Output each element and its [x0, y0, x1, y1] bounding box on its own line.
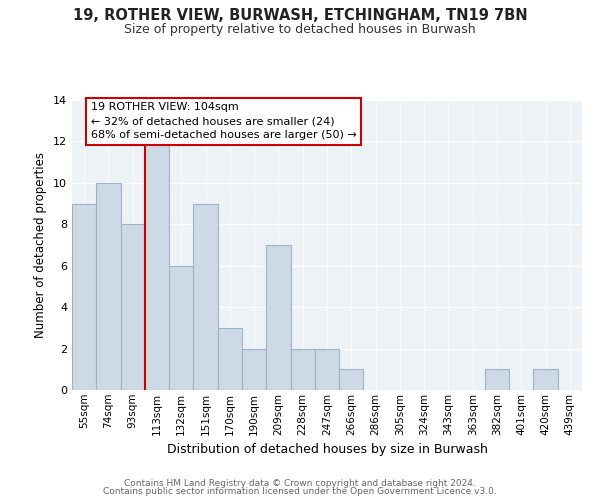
- Text: 19 ROTHER VIEW: 104sqm
← 32% of detached houses are smaller (24)
68% of semi-det: 19 ROTHER VIEW: 104sqm ← 32% of detached…: [91, 102, 356, 140]
- Bar: [96, 183, 121, 390]
- Bar: [266, 245, 290, 390]
- Bar: [218, 328, 242, 390]
- Bar: [315, 348, 339, 390]
- Bar: [145, 142, 169, 390]
- Text: Size of property relative to detached houses in Burwash: Size of property relative to detached ho…: [124, 22, 476, 36]
- Bar: [193, 204, 218, 390]
- Bar: [290, 348, 315, 390]
- Bar: [72, 204, 96, 390]
- Bar: [121, 224, 145, 390]
- Y-axis label: Number of detached properties: Number of detached properties: [34, 152, 47, 338]
- Text: 19, ROTHER VIEW, BURWASH, ETCHINGHAM, TN19 7BN: 19, ROTHER VIEW, BURWASH, ETCHINGHAM, TN…: [73, 8, 527, 22]
- Bar: [242, 348, 266, 390]
- Bar: [485, 370, 509, 390]
- Bar: [533, 370, 558, 390]
- Bar: [339, 370, 364, 390]
- Text: Contains HM Land Registry data © Crown copyright and database right 2024.: Contains HM Land Registry data © Crown c…: [124, 478, 476, 488]
- Bar: [169, 266, 193, 390]
- X-axis label: Distribution of detached houses by size in Burwash: Distribution of detached houses by size …: [167, 443, 487, 456]
- Text: Contains public sector information licensed under the Open Government Licence v3: Contains public sector information licen…: [103, 487, 497, 496]
